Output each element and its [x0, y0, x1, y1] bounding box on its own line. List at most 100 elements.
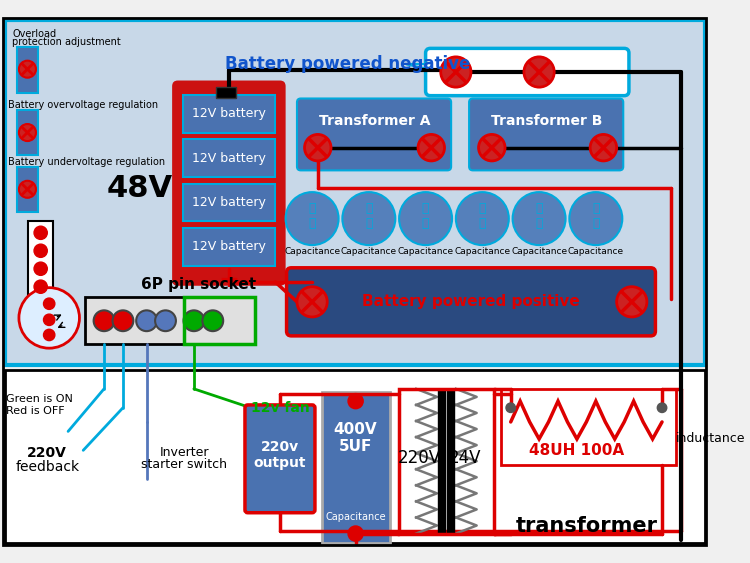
Circle shape	[441, 57, 471, 87]
Bar	[4, 20, 704, 365]
Circle shape	[34, 262, 47, 275]
Circle shape	[616, 287, 647, 317]
Circle shape	[342, 192, 395, 245]
Text: Battery powered positive: Battery powered positive	[362, 294, 580, 309]
Text: Battery powered negative: Battery powered negative	[225, 55, 470, 73]
Circle shape	[44, 298, 55, 310]
FancyBboxPatch shape	[286, 268, 656, 336]
Text: Capacitance: Capacitance	[326, 512, 386, 521]
Text: Inverter: Inverter	[160, 445, 209, 459]
Text: 12V battery: 12V battery	[192, 240, 266, 253]
Text: Overload: Overload	[12, 29, 56, 38]
Text: Capacitance: Capacitance	[284, 247, 340, 256]
Circle shape	[286, 192, 338, 245]
Circle shape	[44, 329, 55, 341]
Bar	[501, 389, 676, 464]
Circle shape	[590, 135, 616, 161]
Bar	[447, 389, 454, 534]
Circle shape	[478, 135, 505, 161]
Circle shape	[456, 192, 509, 245]
Bar	[17, 110, 38, 155]
Circle shape	[297, 287, 327, 317]
Circle shape	[34, 226, 47, 239]
Text: 48UH 100A: 48UH 100A	[530, 443, 625, 458]
Text: 电
容: 电 容	[422, 202, 429, 230]
Text: 电
容: 电 容	[308, 202, 316, 230]
FancyBboxPatch shape	[297, 99, 452, 171]
Circle shape	[506, 403, 515, 413]
Text: 12V battery: 12V battery	[192, 151, 266, 164]
Text: 电
容: 电 容	[592, 202, 599, 230]
Bar	[182, 139, 275, 177]
FancyBboxPatch shape	[172, 81, 286, 286]
Text: 电
容: 电 容	[536, 202, 543, 230]
Text: inductance: inductance	[676, 432, 746, 445]
Circle shape	[399, 192, 452, 245]
Circle shape	[34, 280, 47, 293]
Text: protection adjustment: protection adjustment	[12, 37, 121, 47]
Circle shape	[44, 314, 55, 325]
Bar	[216, 87, 236, 99]
Text: Red is OFF: Red is OFF	[6, 406, 64, 416]
Circle shape	[569, 192, 622, 245]
Text: 电
容: 电 容	[365, 202, 373, 230]
Text: 24V: 24V	[449, 449, 482, 467]
Circle shape	[136, 310, 157, 331]
Text: +: +	[218, 268, 239, 292]
Bar	[182, 184, 275, 221]
Text: 48V: 48V	[107, 174, 173, 203]
Text: Capacitance: Capacitance	[340, 247, 397, 256]
Circle shape	[94, 310, 115, 331]
Circle shape	[524, 57, 554, 87]
Bar	[399, 389, 494, 534]
Text: Green is ON: Green is ON	[6, 394, 73, 404]
Circle shape	[19, 181, 36, 198]
Text: 12v fan: 12v fan	[251, 401, 310, 415]
Text: Transformer B: Transformer B	[491, 114, 602, 128]
Bar	[322, 392, 390, 543]
Circle shape	[348, 394, 363, 409]
Text: Battery undervoltage regulation: Battery undervoltage regulation	[8, 157, 165, 167]
Circle shape	[512, 192, 566, 245]
Circle shape	[418, 135, 445, 161]
Bar	[4, 370, 704, 543]
Circle shape	[112, 310, 134, 331]
Text: 220V: 220V	[27, 445, 68, 459]
Bar	[182, 228, 275, 266]
Text: Capacitance: Capacitance	[454, 247, 511, 256]
Text: Capacitance: Capacitance	[511, 247, 567, 256]
Text: 400V
5UF: 400V 5UF	[334, 422, 377, 454]
Bar	[438, 389, 445, 534]
Text: 12V battery: 12V battery	[192, 196, 266, 209]
Circle shape	[304, 135, 331, 161]
Bar	[17, 167, 38, 212]
Circle shape	[348, 526, 363, 541]
Text: 220v
output: 220v output	[254, 440, 306, 470]
Circle shape	[155, 310, 176, 331]
Text: feedback: feedback	[15, 460, 80, 474]
Bar	[184, 297, 255, 345]
Text: 6P pin socket: 6P pin socket	[141, 278, 256, 292]
Bar	[28, 221, 53, 299]
Text: Capacitance: Capacitance	[568, 247, 624, 256]
Text: transformer: transformer	[515, 516, 658, 536]
Circle shape	[19, 288, 80, 348]
Text: Transformer A: Transformer A	[319, 114, 430, 128]
Text: 12V battery: 12V battery	[192, 107, 266, 120]
Circle shape	[19, 124, 36, 141]
Circle shape	[19, 61, 36, 78]
FancyBboxPatch shape	[425, 48, 629, 96]
Text: 电
容: 电 容	[478, 202, 486, 230]
FancyBboxPatch shape	[469, 99, 623, 171]
Bar	[85, 297, 255, 345]
Bar	[17, 47, 38, 93]
Circle shape	[657, 403, 667, 413]
Text: Capacitance: Capacitance	[398, 247, 454, 256]
Circle shape	[34, 244, 47, 257]
Text: Battery overvoltage regulation: Battery overvoltage regulation	[8, 100, 158, 110]
Circle shape	[184, 310, 204, 331]
Text: starter switch: starter switch	[142, 458, 227, 471]
Bar	[182, 95, 275, 132]
Text: 220V: 220V	[398, 449, 440, 467]
Circle shape	[202, 310, 223, 331]
